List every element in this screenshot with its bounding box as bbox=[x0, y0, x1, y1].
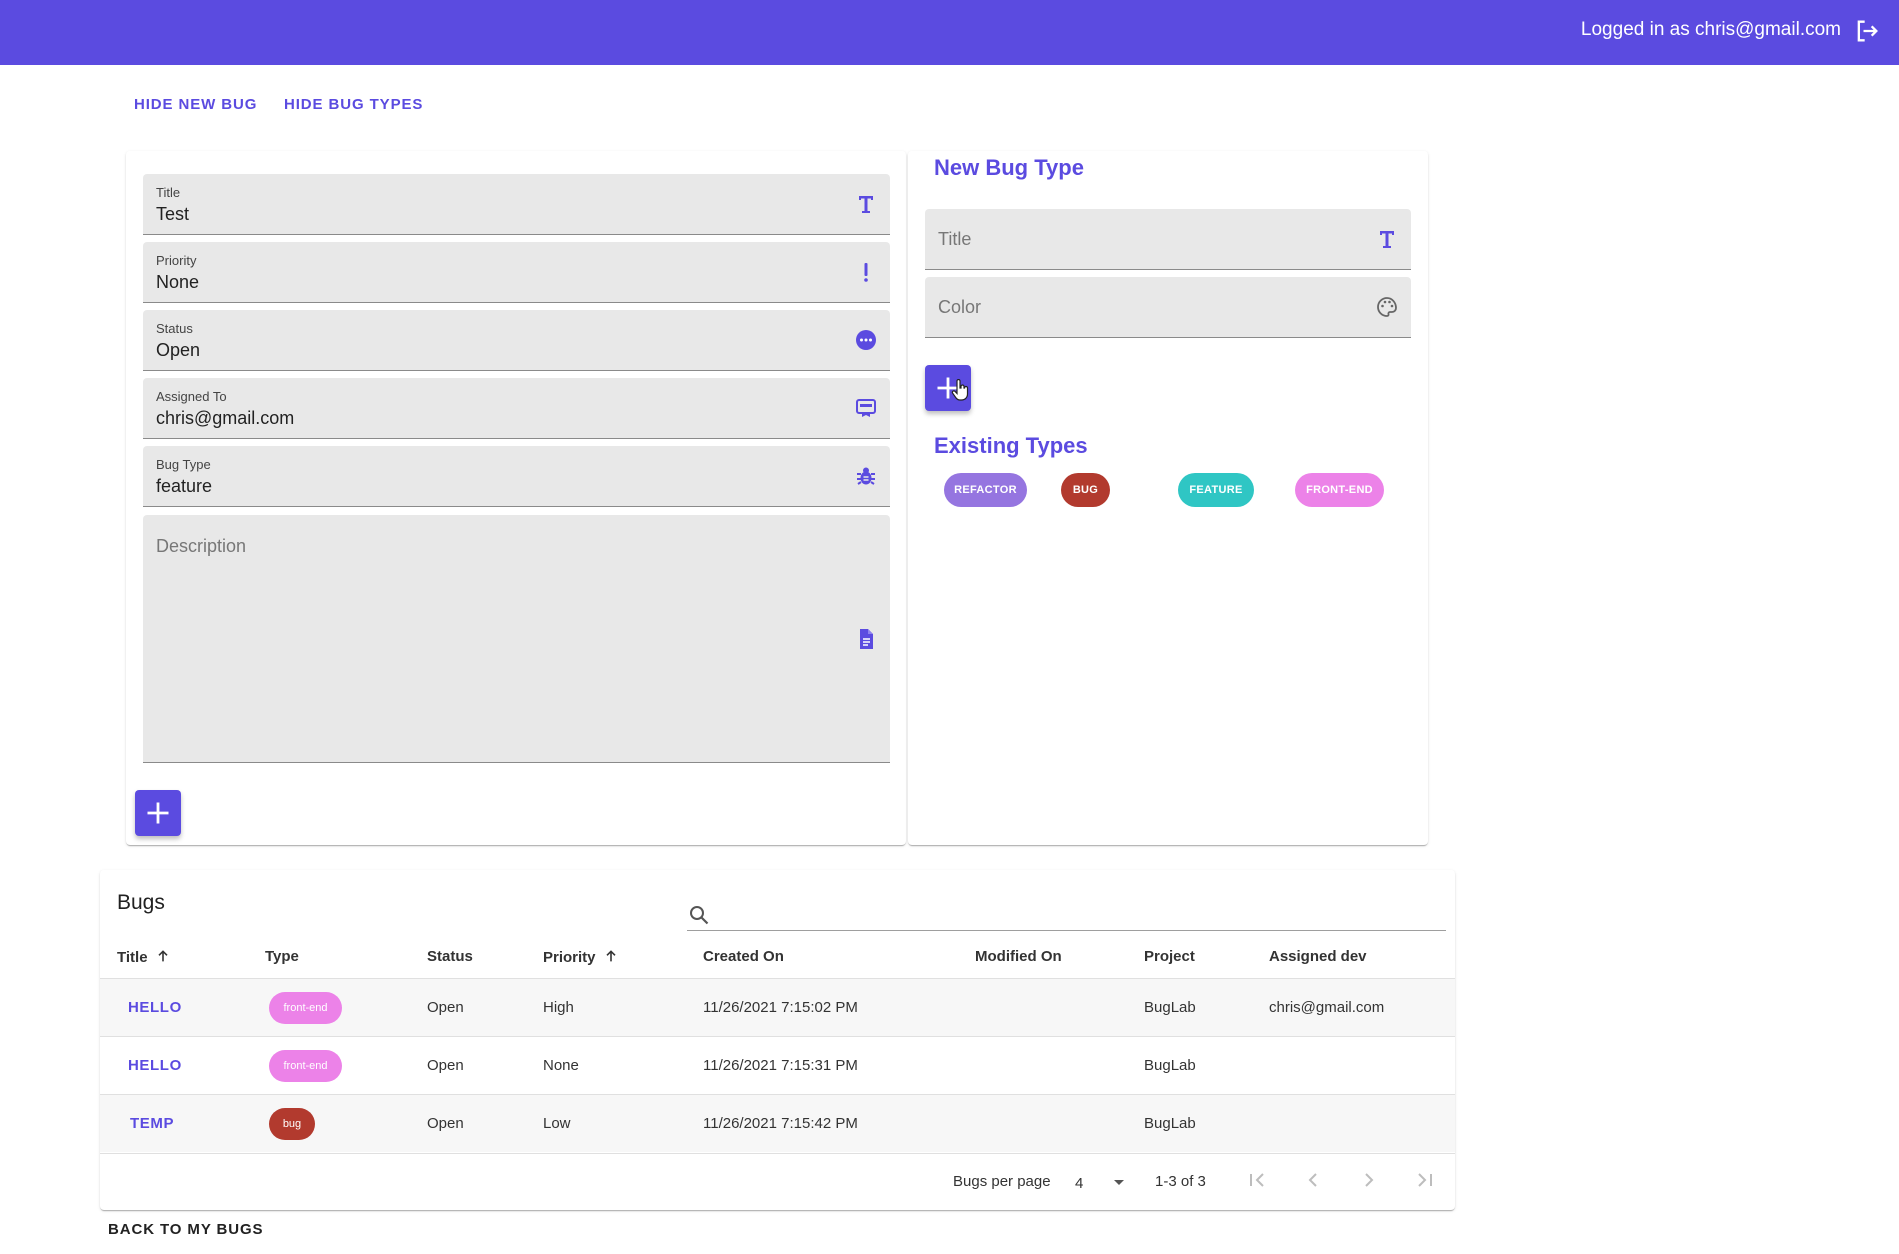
title-label: Title bbox=[156, 185, 181, 200]
hide-bug-types-button[interactable]: HIDE BUG TYPES bbox=[284, 96, 424, 113]
sort-arrow-up-icon bbox=[606, 950, 616, 962]
column-header-type[interactable]: Type bbox=[265, 948, 299, 965]
bug-type-chip: front-end bbox=[269, 992, 342, 1024]
description-field[interactable]: Description bbox=[143, 515, 890, 763]
pagination-range: 1-3 of 3 bbox=[1155, 1173, 1206, 1190]
status-field[interactable]: Status Open bbox=[143, 310, 890, 371]
type-chip-bug[interactable]: BUG bbox=[1061, 473, 1110, 507]
bug-title-link[interactable]: TEMP bbox=[130, 1115, 175, 1132]
document-icon bbox=[860, 629, 873, 649]
title-field[interactable]: Title Test bbox=[143, 174, 890, 235]
rows-per-page-label: Bugs per page bbox=[953, 1173, 1051, 1190]
search-icon bbox=[690, 906, 709, 925]
bug-project: BugLab bbox=[1144, 1115, 1196, 1132]
priority-value: None bbox=[156, 272, 200, 292]
type-chip-refactor[interactable]: REFACTOR bbox=[944, 473, 1027, 507]
column-header-priority[interactable]: Priority bbox=[543, 948, 619, 966]
bug-type-color-placeholder: Color bbox=[938, 297, 982, 317]
column-header-assigned-dev[interactable]: Assigned dev bbox=[1269, 948, 1367, 965]
column-header-title[interactable]: Title bbox=[117, 948, 171, 966]
bug-type-chip: bug bbox=[269, 1108, 315, 1140]
add-bug-type-button[interactable] bbox=[925, 365, 971, 411]
bugs-table-title: Bugs bbox=[117, 891, 165, 914]
assigned-to-field[interactable]: Assigned To chris@gmail.com bbox=[143, 378, 890, 439]
column-header-status[interactable]: Status bbox=[427, 948, 473, 965]
plus-icon bbox=[937, 377, 959, 399]
table-row[interactable]: TEMP bug Open Low 11/26/2021 7:15:42 PM … bbox=[100, 1094, 1455, 1152]
description-placeholder: Description bbox=[156, 536, 247, 556]
bug-type-title-field[interactable]: Title bbox=[925, 209, 1411, 270]
bug-type-title-placeholder: Title bbox=[938, 229, 972, 249]
title-icon bbox=[859, 196, 873, 213]
bug-type-field[interactable]: Bug Type feature bbox=[143, 446, 890, 507]
bug-priority: None bbox=[543, 1057, 579, 1074]
new-bug-type-title: New Bug Type bbox=[934, 155, 1084, 180]
first-page-icon[interactable] bbox=[1245, 1168, 1269, 1192]
bug-icon bbox=[857, 467, 875, 485]
add-bug-button[interactable] bbox=[135, 790, 181, 836]
table-row[interactable]: HELLO front-end Open High 11/26/2021 7:1… bbox=[100, 978, 1455, 1036]
sort-arrow-up-icon bbox=[158, 950, 168, 962]
palette-icon bbox=[1377, 297, 1397, 317]
plus-icon bbox=[147, 802, 169, 824]
table-row[interactable]: HELLO front-end Open None 11/26/2021 7:1… bbox=[100, 1036, 1455, 1094]
bug-title-link[interactable]: HELLO bbox=[128, 1057, 182, 1074]
bug-created-on: 11/26/2021 7:15:02 PM bbox=[703, 999, 858, 1016]
type-chip-front-end[interactable]: FRONT-END bbox=[1295, 473, 1384, 507]
badge-icon bbox=[856, 399, 876, 417]
type-chip-feature[interactable]: FEATURE bbox=[1178, 473, 1254, 507]
more-circle-icon bbox=[856, 330, 876, 350]
bug-created-on: 11/26/2021 7:15:42 PM bbox=[703, 1115, 858, 1132]
dropdown-arrow-icon[interactable] bbox=[1107, 1170, 1131, 1194]
bug-assigned-dev: chris@gmail.com bbox=[1269, 999, 1385, 1016]
priority-label: Priority bbox=[156, 253, 197, 268]
app-bar: Logged in as chris@gmail.com bbox=[0, 0, 1899, 65]
back-to-my-bugs-button[interactable]: BACK TO MY BUGS bbox=[108, 1221, 264, 1238]
assigned-to-value: chris@gmail.com bbox=[156, 408, 295, 428]
search-input[interactable] bbox=[687, 930, 1446, 931]
last-page-icon[interactable] bbox=[1413, 1168, 1437, 1192]
bug-type-color-field[interactable]: Color bbox=[925, 277, 1411, 338]
hide-new-bug-button[interactable]: HIDE NEW BUG bbox=[134, 96, 258, 113]
bug-priority: High bbox=[543, 999, 574, 1016]
bug-project: BugLab bbox=[1144, 999, 1196, 1016]
status-label: Status bbox=[156, 321, 193, 336]
bug-type-label: Bug Type bbox=[156, 457, 211, 472]
bug-type-value: feature bbox=[156, 476, 213, 496]
bug-type-chip: front-end bbox=[269, 1050, 342, 1082]
table-footer-divider bbox=[100, 1153, 1455, 1154]
previous-page-icon[interactable] bbox=[1301, 1168, 1325, 1192]
bug-title-link[interactable]: HELLO bbox=[128, 999, 182, 1016]
bug-status: Open bbox=[427, 1057, 464, 1074]
bug-status: Open bbox=[427, 999, 464, 1016]
next-page-icon[interactable] bbox=[1357, 1168, 1381, 1192]
bug-status: Open bbox=[427, 1115, 464, 1132]
rows-per-page-select[interactable]: 4 bbox=[1075, 1175, 1084, 1192]
bug-priority: Low bbox=[543, 1115, 571, 1132]
logged-in-user: Logged in as chris@gmail.com bbox=[1580, 19, 1841, 40]
existing-types-title: Existing Types bbox=[934, 433, 1088, 458]
column-header-created-on[interactable]: Created On bbox=[703, 948, 784, 965]
exclamation-icon bbox=[864, 263, 868, 282]
assigned-to-label: Assigned To bbox=[156, 389, 227, 404]
status-value: Open bbox=[156, 340, 201, 360]
title-icon bbox=[1380, 231, 1394, 248]
column-header-project[interactable]: Project bbox=[1144, 948, 1195, 965]
bug-created-on: 11/26/2021 7:15:31 PM bbox=[703, 1057, 858, 1074]
priority-field[interactable]: Priority None bbox=[143, 242, 890, 303]
logout-icon[interactable] bbox=[1853, 17, 1881, 45]
column-header-modified-on[interactable]: Modified On bbox=[975, 948, 1062, 965]
title-value: Test bbox=[156, 204, 190, 224]
pointer-cursor-icon bbox=[951, 379, 969, 401]
bug-project: BugLab bbox=[1144, 1057, 1196, 1074]
